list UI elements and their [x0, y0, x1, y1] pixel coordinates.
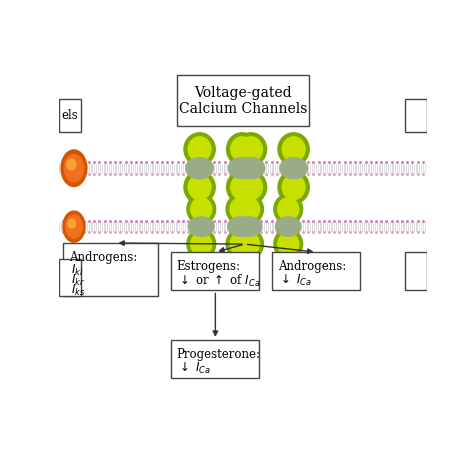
Text: Androgens:: Androgens: [70, 251, 138, 264]
Bar [171, 252, 259, 291]
Bar [405, 252, 427, 291]
Ellipse shape [282, 175, 305, 200]
Bar [405, 99, 427, 132]
Ellipse shape [278, 133, 309, 165]
Ellipse shape [68, 219, 75, 228]
Ellipse shape [240, 137, 263, 162]
Ellipse shape [226, 229, 255, 259]
Ellipse shape [238, 233, 259, 255]
Text: $\downarrow$ $I_{Ca}$: $\downarrow$ $I_{Ca}$ [177, 361, 210, 376]
Ellipse shape [237, 158, 265, 179]
Ellipse shape [230, 233, 251, 255]
Text: $\downarrow$ $I_{Ca}$: $\downarrow$ $I_{Ca}$ [278, 273, 312, 288]
Text: $\downarrow$ or $\uparrow$ of $I_{Ca}$: $\downarrow$ or $\uparrow$ of $I_{Ca}$ [177, 273, 260, 290]
Ellipse shape [236, 171, 266, 204]
Ellipse shape [227, 171, 258, 204]
Bar [59, 259, 82, 296]
Ellipse shape [189, 217, 214, 237]
Ellipse shape [238, 198, 259, 220]
Ellipse shape [66, 215, 82, 238]
Ellipse shape [237, 217, 262, 237]
Text: $I_{kl}$: $I_{kl}$ [71, 263, 83, 278]
Ellipse shape [67, 159, 76, 170]
Ellipse shape [228, 217, 253, 237]
Ellipse shape [188, 175, 211, 200]
Ellipse shape [186, 158, 213, 179]
Ellipse shape [278, 171, 309, 204]
Ellipse shape [191, 198, 212, 220]
Ellipse shape [231, 175, 254, 200]
Ellipse shape [274, 194, 302, 224]
Ellipse shape [280, 158, 308, 179]
Text: Androgens:: Androgens: [278, 260, 346, 273]
Ellipse shape [184, 133, 215, 165]
Bar [59, 99, 82, 132]
Ellipse shape [64, 155, 83, 182]
Ellipse shape [240, 175, 263, 200]
Ellipse shape [187, 229, 216, 259]
Ellipse shape [188, 137, 211, 162]
Text: els: els [61, 109, 78, 122]
FancyBboxPatch shape [177, 75, 309, 126]
Bar [63, 243, 158, 296]
Ellipse shape [227, 133, 258, 165]
Ellipse shape [63, 211, 85, 242]
Text: $I_{ks}$: $I_{ks}$ [71, 283, 85, 298]
Text: Voltage-gated
Calcium Channels: Voltage-gated Calcium Channels [179, 86, 307, 116]
Ellipse shape [61, 150, 87, 186]
Ellipse shape [274, 229, 302, 259]
Ellipse shape [275, 217, 301, 237]
Ellipse shape [278, 233, 299, 255]
Ellipse shape [236, 133, 266, 165]
Ellipse shape [230, 198, 251, 220]
Ellipse shape [184, 171, 215, 204]
Ellipse shape [191, 233, 212, 255]
Text: $I_{kr}$: $I_{kr}$ [71, 273, 85, 288]
Text: Estrogens:: Estrogens: [177, 260, 241, 273]
Text: Progesterone:: Progesterone: [177, 348, 261, 361]
Ellipse shape [187, 194, 216, 224]
Bar [171, 340, 259, 378]
Ellipse shape [228, 158, 256, 179]
Ellipse shape [278, 198, 299, 220]
Bar [272, 252, 360, 291]
Ellipse shape [282, 137, 305, 162]
Ellipse shape [235, 194, 264, 224]
Ellipse shape [226, 194, 255, 224]
Ellipse shape [231, 137, 254, 162]
Ellipse shape [235, 229, 264, 259]
